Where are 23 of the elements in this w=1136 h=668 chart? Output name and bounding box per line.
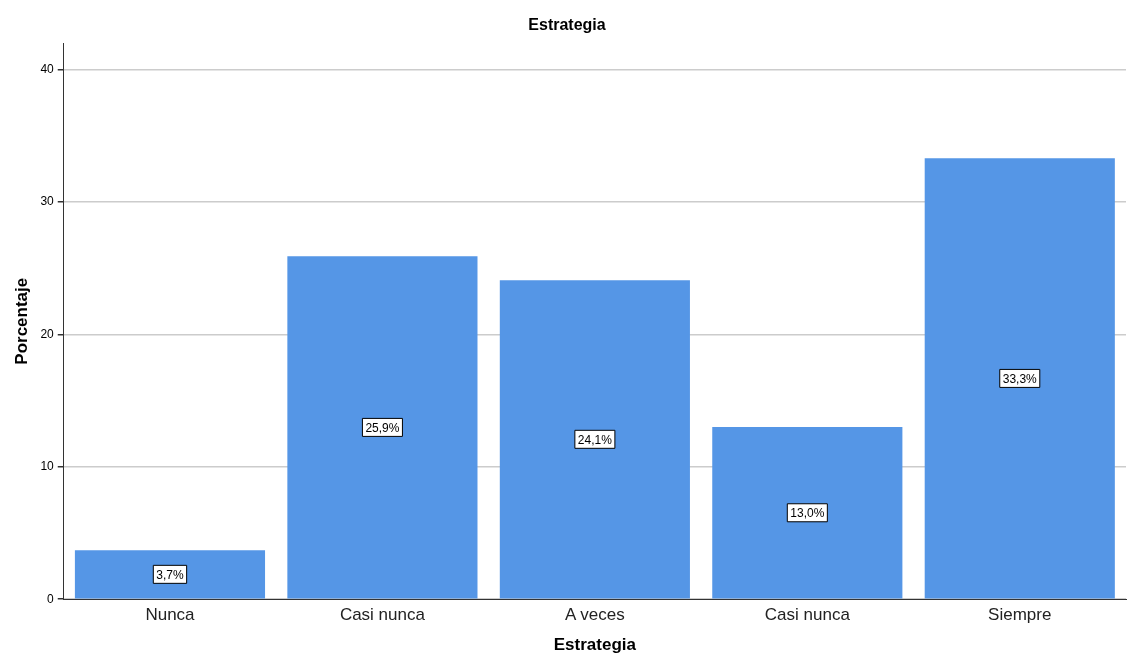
- bar: [499, 280, 690, 599]
- data-label: 3,7%: [156, 567, 184, 582]
- bar: [712, 427, 903, 599]
- bar: [287, 256, 478, 599]
- data-label: 24,1%: [577, 432, 613, 447]
- y-tick-label: 20: [40, 326, 55, 341]
- data-label: 25,9%: [365, 420, 400, 435]
- bar: [74, 550, 266, 599]
- x-axis-title: Estrategia: [553, 635, 637, 655]
- x-tick-label: A veces: [565, 605, 625, 625]
- data-label: 13,0%: [790, 506, 825, 521]
- bar: [924, 158, 1115, 599]
- x-tick-label: Casi nunca: [764, 605, 851, 625]
- y-tick-label: 30: [40, 194, 55, 209]
- y-tick-label: 40: [40, 61, 55, 76]
- x-tick-label: Siempre: [988, 605, 1052, 625]
- y-axis-title: Porcentaje: [11, 277, 31, 365]
- y-tick-label: 10: [40, 459, 55, 474]
- x-tick-label: Casi nunca: [339, 605, 426, 625]
- x-tick-label: Nunca: [145, 605, 196, 625]
- y-tick-label: 0: [47, 591, 55, 606]
- data-label: 33,3%: [1002, 371, 1038, 386]
- chart-title: Estrategia: [528, 16, 606, 34]
